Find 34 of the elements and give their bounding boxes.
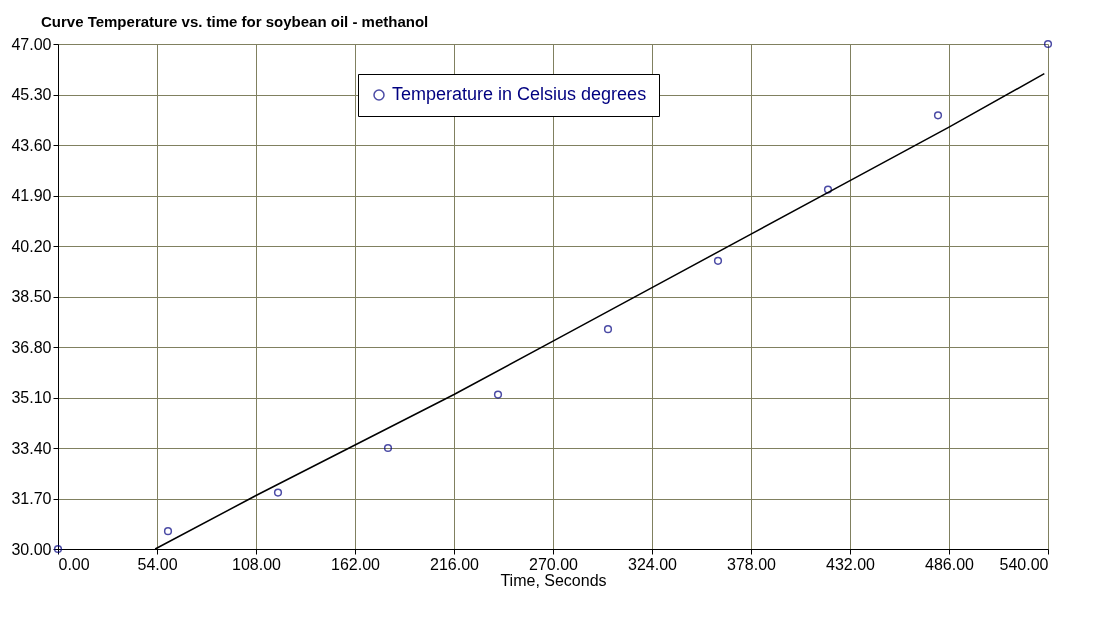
- y-tick-label: 41.90: [11, 187, 52, 204]
- x-tick-label: 378.00: [727, 555, 777, 573]
- x-tick-label: 270.00: [529, 555, 579, 573]
- y-tick-label: 36.80: [11, 338, 52, 356]
- point: [603, 325, 613, 334]
- x-tick-label: 54.00: [137, 555, 178, 573]
- x-tick-label: 0.00: [58, 555, 90, 573]
- x-tick-label: 162.00: [331, 555, 381, 573]
- y-tick-label: 33.40: [11, 439, 52, 457]
- y-tick-label: 43.60: [11, 136, 52, 154]
- point: [823, 185, 833, 194]
- legend-label: Temperature in Celsius degrees: [392, 84, 647, 104]
- x-tick-label: 432.00: [826, 555, 876, 573]
- y-tick-label: 45.30: [11, 86, 52, 103]
- y-tick-label: 30.00: [11, 540, 52, 558]
- y-tick-label: 40.20: [11, 237, 52, 255]
- x-tick-label: 324.00: [628, 555, 678, 573]
- x-tick-label: 540.00: [999, 555, 1049, 573]
- point: [273, 488, 283, 497]
- y-tick-label: 38.50: [11, 288, 52, 305]
- x-tick-label: 108.00: [232, 555, 282, 573]
- y-tick-label: 47.00: [11, 35, 52, 53]
- point: [163, 527, 173, 536]
- y-tick-label: 31.70: [11, 490, 52, 507]
- x-tick-label: 216.00: [430, 555, 480, 573]
- x-tick-label: 486.00: [925, 555, 975, 573]
- point: [1043, 39, 1053, 49]
- y-tick-label: 35.10: [11, 389, 52, 406]
- point: [933, 111, 943, 120]
- point: [383, 443, 393, 453]
- point: [493, 390, 503, 399]
- chart-title: Curve Temperature vs. time for soybean oil - methanol: [40, 13, 429, 30]
- point: [713, 256, 723, 265]
- x-axis-title: Time, Seconds: [500, 571, 607, 589]
